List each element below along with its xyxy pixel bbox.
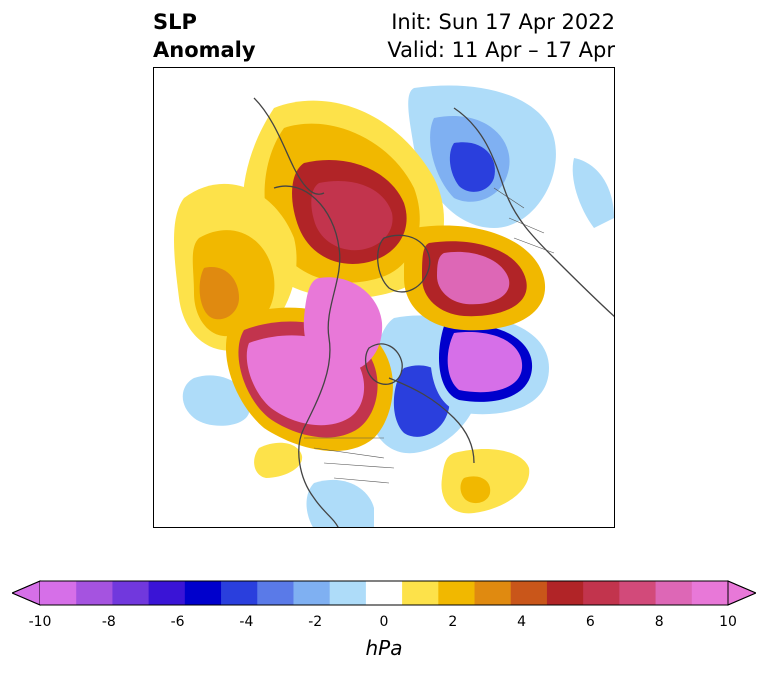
anomaly-region-europe-low (572, 158, 614, 228)
coastlines (253, 97, 614, 527)
anomaly-region-greenland-high-center (437, 251, 510, 305)
colorbar-tick-label: 2 (448, 614, 458, 630)
anomaly-region-siberia-low-center (449, 142, 495, 192)
anomaly-region-subtropical-high-core (460, 476, 491, 504)
border-europe (493, 187, 555, 254)
anomaly-title: Anomaly (153, 38, 256, 62)
coastline-east-asia (253, 97, 325, 195)
colorbar-segment (402, 581, 439, 605)
title-right: Init: Sun 17 Apr 2022 Valid: 11 Apr – 17… (387, 8, 615, 64)
colorbar-tick-label: 6 (585, 614, 595, 630)
colorbar-segment (329, 581, 367, 605)
colorbar-segment (438, 581, 476, 605)
colorbar-segment (546, 581, 584, 605)
colorbar-segment (583, 581, 620, 605)
title-left: SLP Anomaly (153, 8, 256, 64)
coastline-north-america (273, 185, 341, 527)
init-date: Init: Sun 17 Apr 2022 (391, 10, 615, 34)
colorbar-tick-label: 10 (719, 614, 737, 630)
coastline-east-na (388, 377, 475, 464)
anomaly-region-west-ridge-core (199, 267, 239, 320)
colorbar-segment (40, 581, 77, 605)
colorbar (12, 580, 756, 606)
anomaly-map (154, 68, 614, 527)
colorbar-segment (474, 581, 512, 605)
anomaly-region-east-pacific-low (182, 375, 250, 426)
anomaly-region-north-pole-high (303, 277, 383, 373)
colorbar-segment (148, 581, 186, 605)
colorbar-extend-low (12, 580, 41, 606)
valid-range: Valid: 11 Apr – 17 Apr (387, 38, 615, 62)
coastline-greenland (377, 234, 431, 293)
colorbar-tick-label: -2 (308, 614, 323, 630)
colorbar-segment (221, 581, 258, 605)
colorbar-segment (655, 581, 693, 605)
anomaly-region-sw-high (254, 442, 303, 478)
colorbar-segment (76, 581, 113, 605)
colorbar-segment (257, 581, 294, 605)
colorbar-segment (691, 581, 729, 605)
colorbar-segment (112, 581, 150, 605)
colorbar-outline (12, 580, 756, 606)
colorbar-segment (293, 581, 331, 605)
colorbar-segment (365, 581, 403, 605)
colorbar-extend-high (727, 580, 756, 606)
colorbar-segment (510, 581, 548, 605)
coastline-europe (453, 107, 614, 318)
colorbar-unit-label: hPa (365, 636, 403, 660)
colorbar-tick-label: 8 (654, 614, 664, 630)
colorbar-segment (619, 581, 657, 605)
anomaly-region-arctic-high-center (311, 181, 393, 251)
colorbar-tick-label: -10 (28, 614, 52, 630)
colorbar-tick-label: -4 (239, 614, 254, 630)
variable-title: SLP (153, 10, 197, 34)
colorbar-segment (184, 581, 222, 605)
political-borders (304, 187, 555, 484)
anomaly-region-atlantic-low-center (447, 332, 523, 393)
colorbar-tick-label: 4 (517, 614, 527, 630)
border-grid-us (313, 447, 395, 484)
colorbar-tick-label: -8 (101, 614, 116, 630)
map-panel (153, 67, 615, 528)
anomaly-region-subtropical-low (306, 479, 374, 527)
colorbar-tick-label: 0 (379, 614, 389, 630)
colorbar-tick-label: -6 (170, 614, 185, 630)
